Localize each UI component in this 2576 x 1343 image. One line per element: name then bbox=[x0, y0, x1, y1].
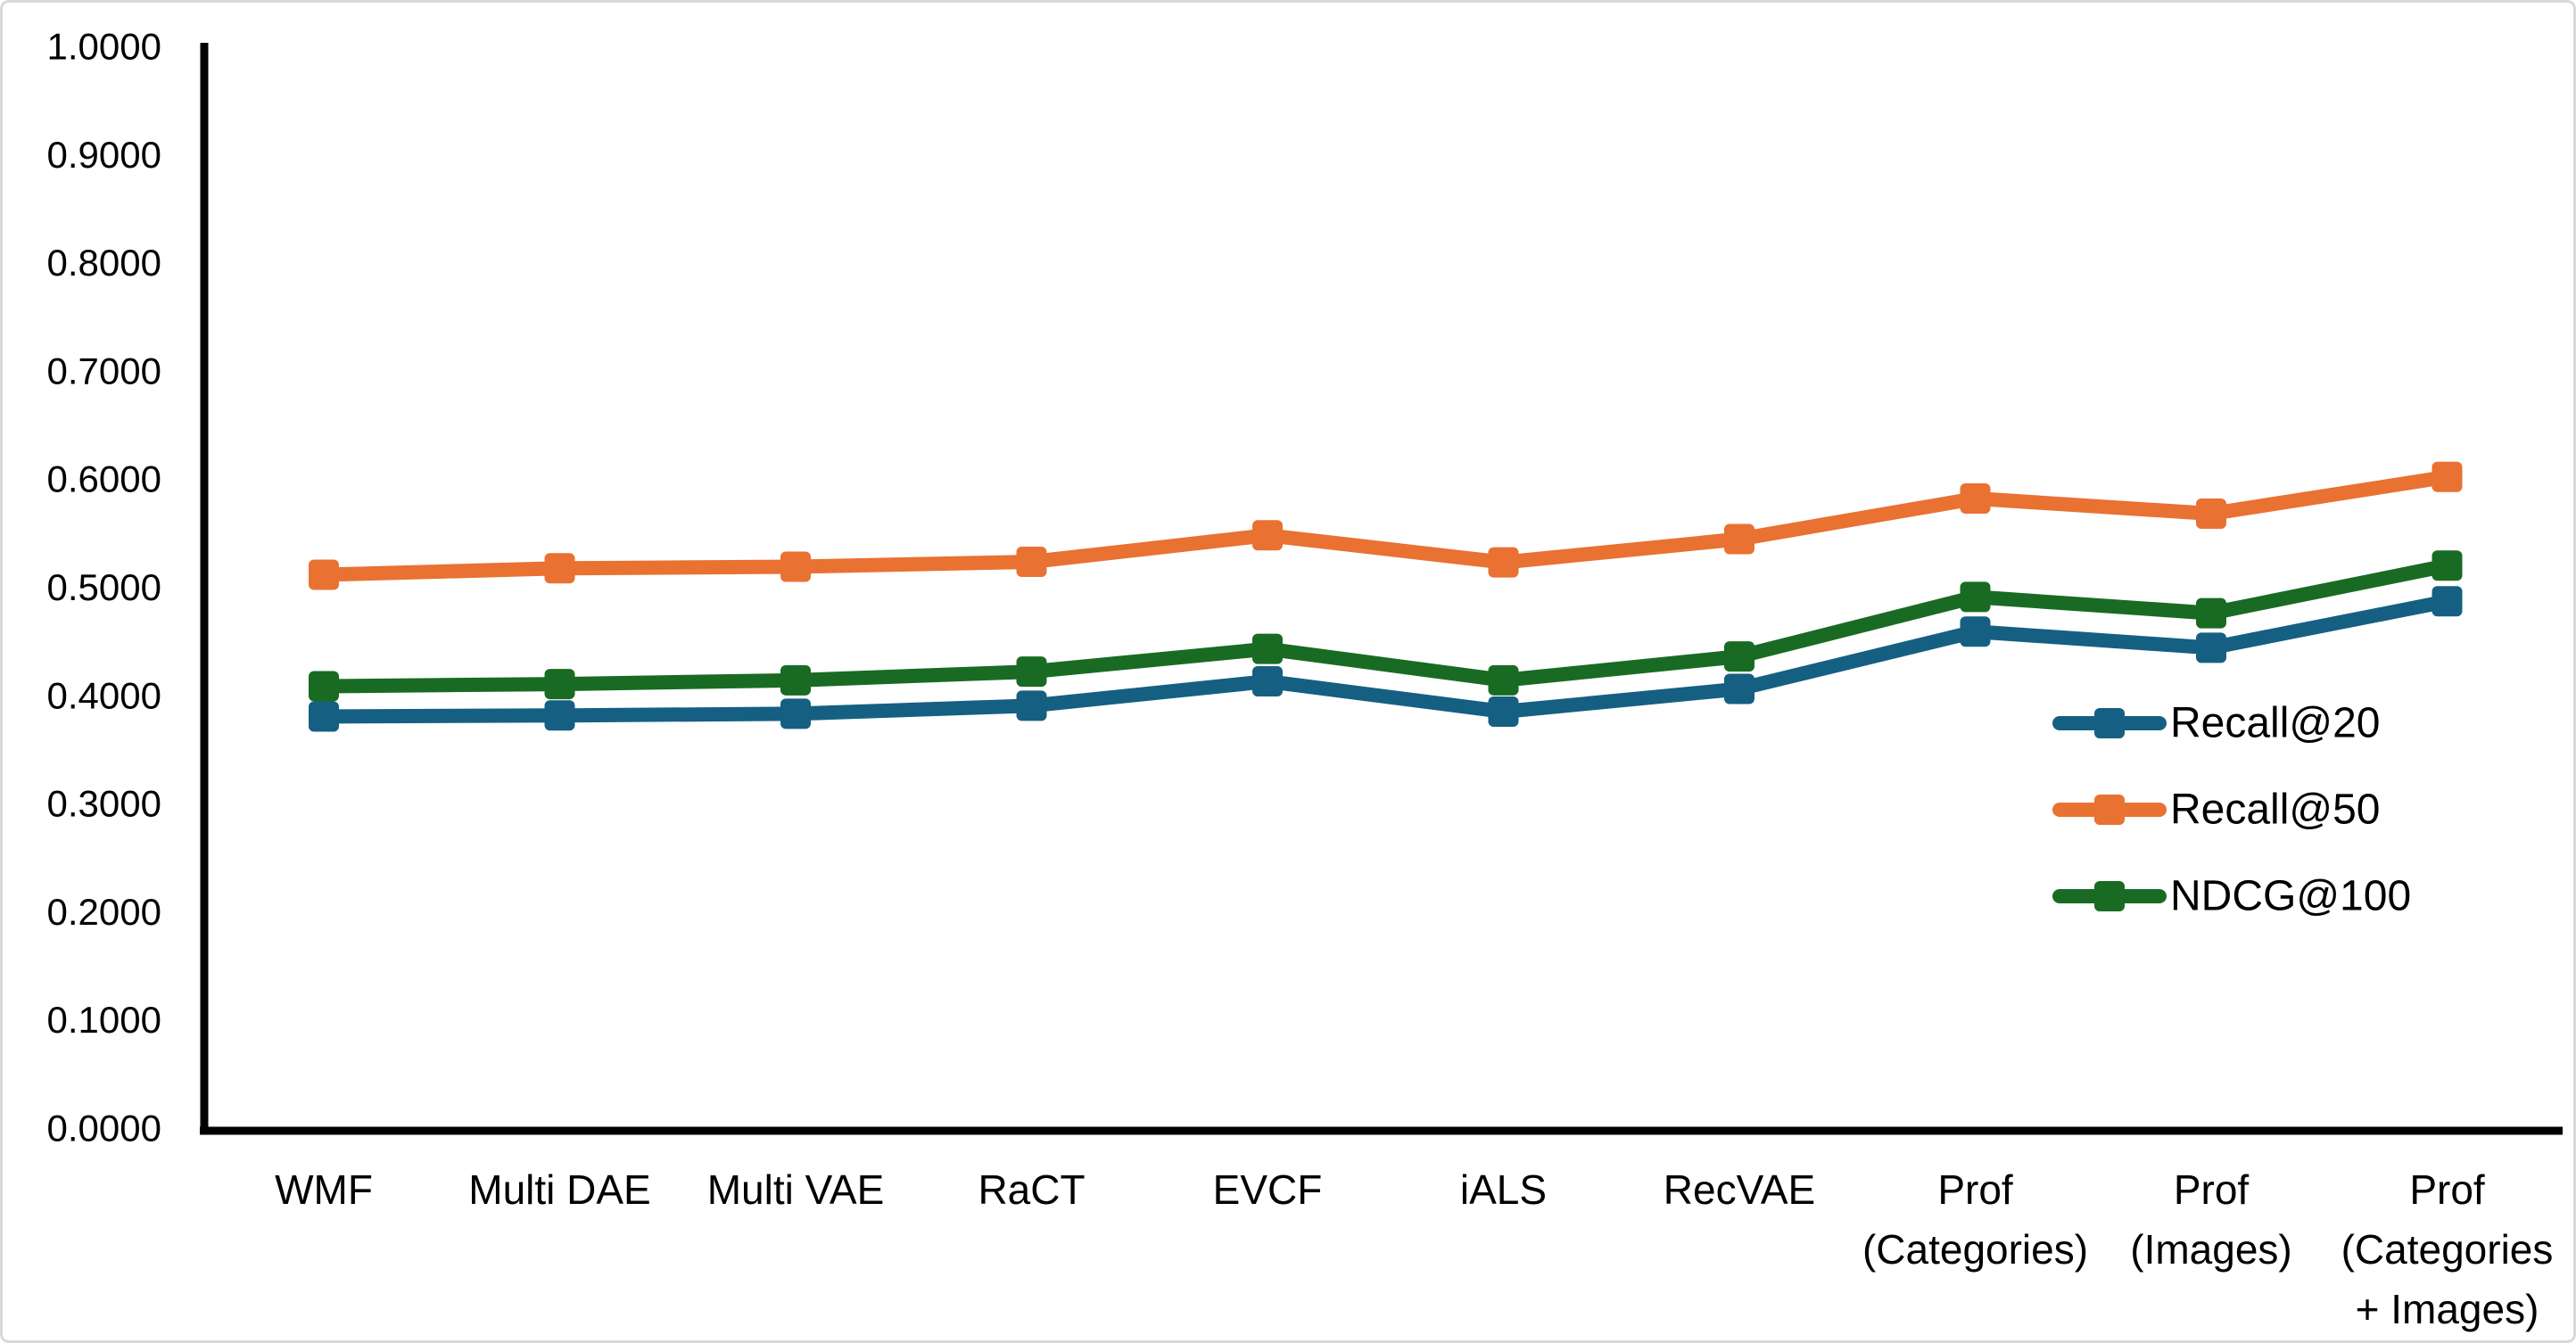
data-point-marker bbox=[780, 664, 811, 696]
data-point-marker bbox=[309, 701, 339, 732]
data-point-marker bbox=[2196, 498, 2226, 530]
data-point-marker bbox=[544, 700, 575, 731]
legend-sample-marker bbox=[2094, 708, 2125, 738]
y-tick-label: 0.4000 bbox=[47, 674, 161, 716]
data-point-marker bbox=[309, 671, 339, 702]
data-point-marker bbox=[309, 559, 339, 590]
x-category-label: iALS bbox=[1460, 1166, 1547, 1213]
data-point-marker bbox=[780, 698, 811, 729]
data-point-marker bbox=[2432, 461, 2463, 492]
x-category-label: EVCF bbox=[1213, 1166, 1323, 1213]
data-point-marker bbox=[544, 553, 575, 584]
y-tick-label: 0.8000 bbox=[47, 242, 161, 284]
data-point-marker bbox=[1724, 523, 1754, 555]
x-category-label: + Images) bbox=[2356, 1286, 2539, 1332]
data-point-marker bbox=[1252, 520, 1283, 551]
legend-label: Recall@20 bbox=[2170, 700, 2381, 747]
x-category-label: RecVAE bbox=[1664, 1166, 1815, 1213]
line-chart: 0.0000 0.1000 0.2000 0.3000 0.4000 0.5000 0.60… bbox=[47, 26, 2563, 1332]
x-category-label: Prof bbox=[2409, 1166, 2485, 1213]
data-point-marker bbox=[1960, 581, 1991, 613]
x-axis-line bbox=[200, 1126, 2563, 1135]
x-category-label: (Categories bbox=[2341, 1226, 2554, 1273]
data-point-marker bbox=[1488, 547, 1519, 578]
y-tick-label: 0.6000 bbox=[47, 458, 161, 500]
data-point-marker bbox=[2196, 597, 2226, 629]
y-axis-line bbox=[200, 43, 209, 1135]
x-category-label: (Categories) bbox=[1862, 1226, 2088, 1273]
x-category-label: Prof bbox=[2174, 1166, 2250, 1213]
data-point-marker bbox=[1252, 666, 1283, 697]
series-line-recall-50 bbox=[317, 469, 2455, 582]
data-point-marker bbox=[1960, 483, 1991, 515]
y-tick-label: 0.0000 bbox=[47, 1108, 161, 1149]
legend-sample-marker bbox=[2094, 881, 2125, 911]
data-point-marker bbox=[1252, 633, 1283, 664]
data-point-marker bbox=[780, 551, 811, 582]
data-point-marker bbox=[2432, 550, 2463, 581]
y-tick-label: 0.3000 bbox=[47, 783, 161, 825]
x-category-label: Multi VAE bbox=[707, 1166, 885, 1213]
data-point-marker bbox=[2196, 632, 2226, 663]
data-point-marker bbox=[1724, 673, 1754, 704]
x-category-label: (Images) bbox=[2130, 1226, 2291, 1273]
x-category-label: WMF bbox=[275, 1166, 373, 1213]
legend-label: Recall@50 bbox=[2170, 787, 2381, 834]
legend-sample-marker bbox=[2094, 795, 2125, 825]
y-tick-label: 0.7000 bbox=[47, 350, 161, 391]
data-point-marker bbox=[544, 669, 575, 700]
data-point-marker bbox=[1016, 546, 1047, 577]
data-point-marker bbox=[1016, 690, 1047, 721]
data-point-marker bbox=[1488, 664, 1519, 696]
series-line-recall-20 bbox=[317, 594, 2455, 724]
x-category-label: Multi DAE bbox=[468, 1166, 650, 1213]
data-point-marker bbox=[1016, 656, 1047, 688]
data-point-marker bbox=[1724, 641, 1754, 672]
series-line-ndcg-100 bbox=[317, 558, 2455, 694]
legend-label: NDCG@100 bbox=[2170, 873, 2411, 920]
y-tick-label: 1.0000 bbox=[47, 26, 161, 68]
y-tick-label: 0.1000 bbox=[47, 999, 161, 1041]
x-category-label: RaCT bbox=[978, 1166, 1085, 1213]
y-tick-label: 0.2000 bbox=[47, 891, 161, 933]
y-tick-label: 0.5000 bbox=[47, 566, 161, 608]
x-category-label: Prof bbox=[1937, 1166, 2013, 1213]
data-point-marker bbox=[1488, 696, 1519, 727]
y-tick-label: 0.9000 bbox=[47, 134, 161, 176]
data-point-marker bbox=[1960, 616, 1991, 647]
data-point-marker bbox=[2432, 586, 2463, 617]
